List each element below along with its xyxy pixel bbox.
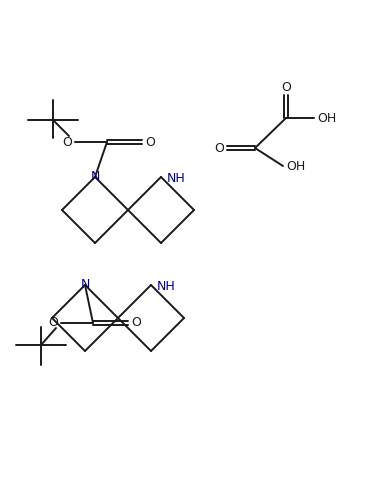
Text: N: N — [90, 171, 100, 184]
Text: O: O — [131, 316, 141, 329]
Text: NH: NH — [167, 173, 185, 185]
Text: O: O — [281, 80, 291, 94]
Text: OH: OH — [318, 111, 337, 124]
Text: OH: OH — [287, 160, 306, 173]
Text: O: O — [214, 141, 224, 154]
Text: NH: NH — [157, 281, 175, 293]
Text: O: O — [48, 316, 58, 329]
Text: O: O — [62, 135, 72, 149]
Text: O: O — [145, 135, 155, 149]
Text: N: N — [80, 279, 90, 292]
